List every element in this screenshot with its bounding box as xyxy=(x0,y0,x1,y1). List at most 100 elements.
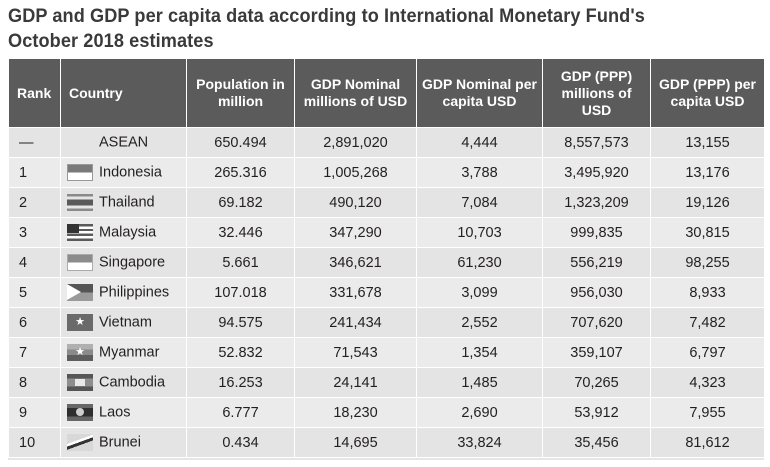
gdp-ppp-cell: 70,265 xyxy=(542,367,651,398)
header-country: Country xyxy=(60,58,187,128)
gdp-nominal-cell: 241,434 xyxy=(294,307,417,338)
rank-cell: 8 xyxy=(8,367,61,398)
flag-vietnam-icon: ★ xyxy=(67,314,93,331)
country-cell: Laos xyxy=(60,397,187,428)
header-gdp-nominal: GDP Nominal millions of USD xyxy=(294,58,417,128)
table-row: 2 Thailand 69.182 490,120 7,084 1,323,209 19,1… xyxy=(8,187,765,218)
country-cell: ASEAN xyxy=(60,127,187,158)
gdp-ppp-cell: 35,456 xyxy=(542,427,651,458)
country-cell: Philippines xyxy=(60,277,187,308)
gdp-nominal-per-capita-cell: 2,690 xyxy=(416,397,543,428)
flag-singapore-icon xyxy=(67,254,93,271)
country-cell: Malaysia xyxy=(60,217,187,248)
flag-cambodia-icon xyxy=(67,374,93,391)
population-cell: 94.575 xyxy=(186,307,295,338)
header-row: Rank Country Population in million GDP N… xyxy=(8,58,765,128)
population-cell: 0.434 xyxy=(186,427,295,458)
gdp-nominal-per-capita-cell: 61,230 xyxy=(416,247,543,278)
flag-placeholder xyxy=(67,134,93,151)
gdp-ppp-per-capita-cell: 7,482 xyxy=(650,307,765,338)
gdp-ppp-per-capita-cell: 6,797 xyxy=(650,337,765,368)
population-cell: 69.182 xyxy=(186,187,295,218)
population-cell: 650.494 xyxy=(186,127,295,158)
gdp-ppp-per-capita-cell: 81,612 xyxy=(650,427,765,458)
flag-myanmar-icon: ★ xyxy=(67,344,93,361)
rank-cell: 7 xyxy=(8,337,61,368)
country-name: Thailand xyxy=(99,194,155,211)
gdp-nominal-cell: 490,120 xyxy=(294,187,417,218)
population-cell: 5.661 xyxy=(186,247,295,278)
table-row: 3 Malaysia 32.446 347,290 10,703 999,835 30,81… xyxy=(8,217,765,248)
country-name: Indonesia xyxy=(99,164,162,181)
table-row: 9 Laos 6.777 18,230 2,690 53,912 7,955 xyxy=(8,397,765,428)
gdp-nominal-cell: 1,005,268 xyxy=(294,157,417,188)
table-row: 7 ★ Myanmar 52.832 71,543 1,354 359,107 6,797 xyxy=(8,337,765,368)
table-row: 10 Brunei 0.434 14,695 33,824 35,456 81,612 xyxy=(8,427,765,458)
gdp-nominal-per-capita-cell: 4,444 xyxy=(416,127,543,158)
population-cell: 107.018 xyxy=(186,277,295,308)
flag-indonesia-icon xyxy=(67,164,93,181)
gdp-table-container: Rank Country Population in million GDP N… xyxy=(8,58,765,460)
flag-malaysia-icon xyxy=(67,224,93,241)
gdp-nominal-cell: 14,695 xyxy=(294,427,417,458)
country-cell: ★ Vietnam xyxy=(60,307,187,338)
country-name: Brunei xyxy=(99,434,141,451)
gdp-ppp-per-capita-cell: 7,955 xyxy=(650,397,765,428)
gdp-ppp-cell: 956,030 xyxy=(542,277,651,308)
gdp-nominal-per-capita-cell: 2,552 xyxy=(416,307,543,338)
gdp-nominal-cell: 24,141 xyxy=(294,367,417,398)
country-name: ASEAN xyxy=(99,134,149,151)
header-gdp-ppp: GDP (PPP) millions of USD xyxy=(542,58,651,128)
table-row: — ASEAN 650.494 2,891,020 4,444 8,557,573 13,1… xyxy=(8,127,765,158)
population-cell: 6.777 xyxy=(186,397,295,428)
rank-cell: 1 xyxy=(8,157,61,188)
country-cell: Thailand xyxy=(60,187,187,218)
gdp-table: Rank Country Population in million GDP N… xyxy=(8,58,765,458)
gdp-nominal-per-capita-cell: 7,084 xyxy=(416,187,543,218)
gdp-nominal-per-capita-cell: 1,485 xyxy=(416,367,543,398)
header-gdp-nominal-per-capita: GDP Nominal per capita USD xyxy=(416,58,543,128)
gdp-ppp-cell: 1,323,209 xyxy=(542,187,651,218)
rank-cell: 6 xyxy=(8,307,61,338)
gdp-ppp-per-capita-cell: 13,176 xyxy=(650,157,765,188)
gdp-nominal-cell: 2,891,020 xyxy=(294,127,417,158)
population-cell: 265.316 xyxy=(186,157,295,188)
country-name: Vietnam xyxy=(99,314,152,331)
country-name: Singapore xyxy=(99,254,166,271)
rank-cell: 4 xyxy=(8,247,61,278)
flag-laos-icon xyxy=(67,404,93,421)
gdp-ppp-per-capita-cell: 19,126 xyxy=(650,187,765,218)
gdp-nominal-per-capita-cell: 33,824 xyxy=(416,427,543,458)
gdp-ppp-cell: 556,219 xyxy=(542,247,651,278)
gdp-ppp-cell: 359,107 xyxy=(542,337,651,368)
country-cell: ★ Myanmar xyxy=(60,337,187,368)
country-name: Malaysia xyxy=(99,224,157,241)
table-row: 1 Indonesia 265.316 1,005,268 3,788 3,495,920… xyxy=(8,157,765,188)
flag-brunei-icon xyxy=(67,434,93,451)
gdp-nominal-cell: 347,290 xyxy=(294,217,417,248)
gdp-nominal-per-capita-cell: 1,354 xyxy=(416,337,543,368)
gdp-nominal-cell: 18,230 xyxy=(294,397,417,428)
header-population: Population in million xyxy=(186,58,295,128)
gdp-ppp-per-capita-cell: 4,323 xyxy=(650,367,765,398)
gdp-ppp-per-capita-cell: 13,155 xyxy=(650,127,765,158)
gdp-nominal-per-capita-cell: 3,099 xyxy=(416,277,543,308)
population-cell: 32.446 xyxy=(186,217,295,248)
gdp-ppp-per-capita-cell: 98,255 xyxy=(650,247,765,278)
table-row: 8 Cambodia 16.253 24,141 1,485 70,265 4,323 xyxy=(8,367,765,398)
gdp-nominal-cell: 71,543 xyxy=(294,337,417,368)
flag-thailand-icon xyxy=(67,194,93,211)
header-gdp-ppp-per-capita: GDP (PPP) per capita USD xyxy=(650,58,765,128)
country-cell: Indonesia xyxy=(60,157,187,188)
gdp-ppp-cell: 53,912 xyxy=(542,397,651,428)
rank-cell: 10 xyxy=(8,427,61,458)
gdp-nominal-per-capita-cell: 3,788 xyxy=(416,157,543,188)
population-cell: 52.832 xyxy=(186,337,295,368)
gdp-ppp-cell: 707,620 xyxy=(542,307,651,338)
rank-cell: 3 xyxy=(8,217,61,248)
table-row: 5 Philippines 107.018 331,678 3,099 956,030 8,… xyxy=(8,277,765,308)
gdp-nominal-cell: 331,678 xyxy=(294,277,417,308)
rank-cell: 2 xyxy=(8,187,61,218)
country-cell: Cambodia xyxy=(60,367,187,398)
table-row: 6 ★ Vietnam 94.575 241,434 2,552 707,620 7,482 xyxy=(8,307,765,338)
